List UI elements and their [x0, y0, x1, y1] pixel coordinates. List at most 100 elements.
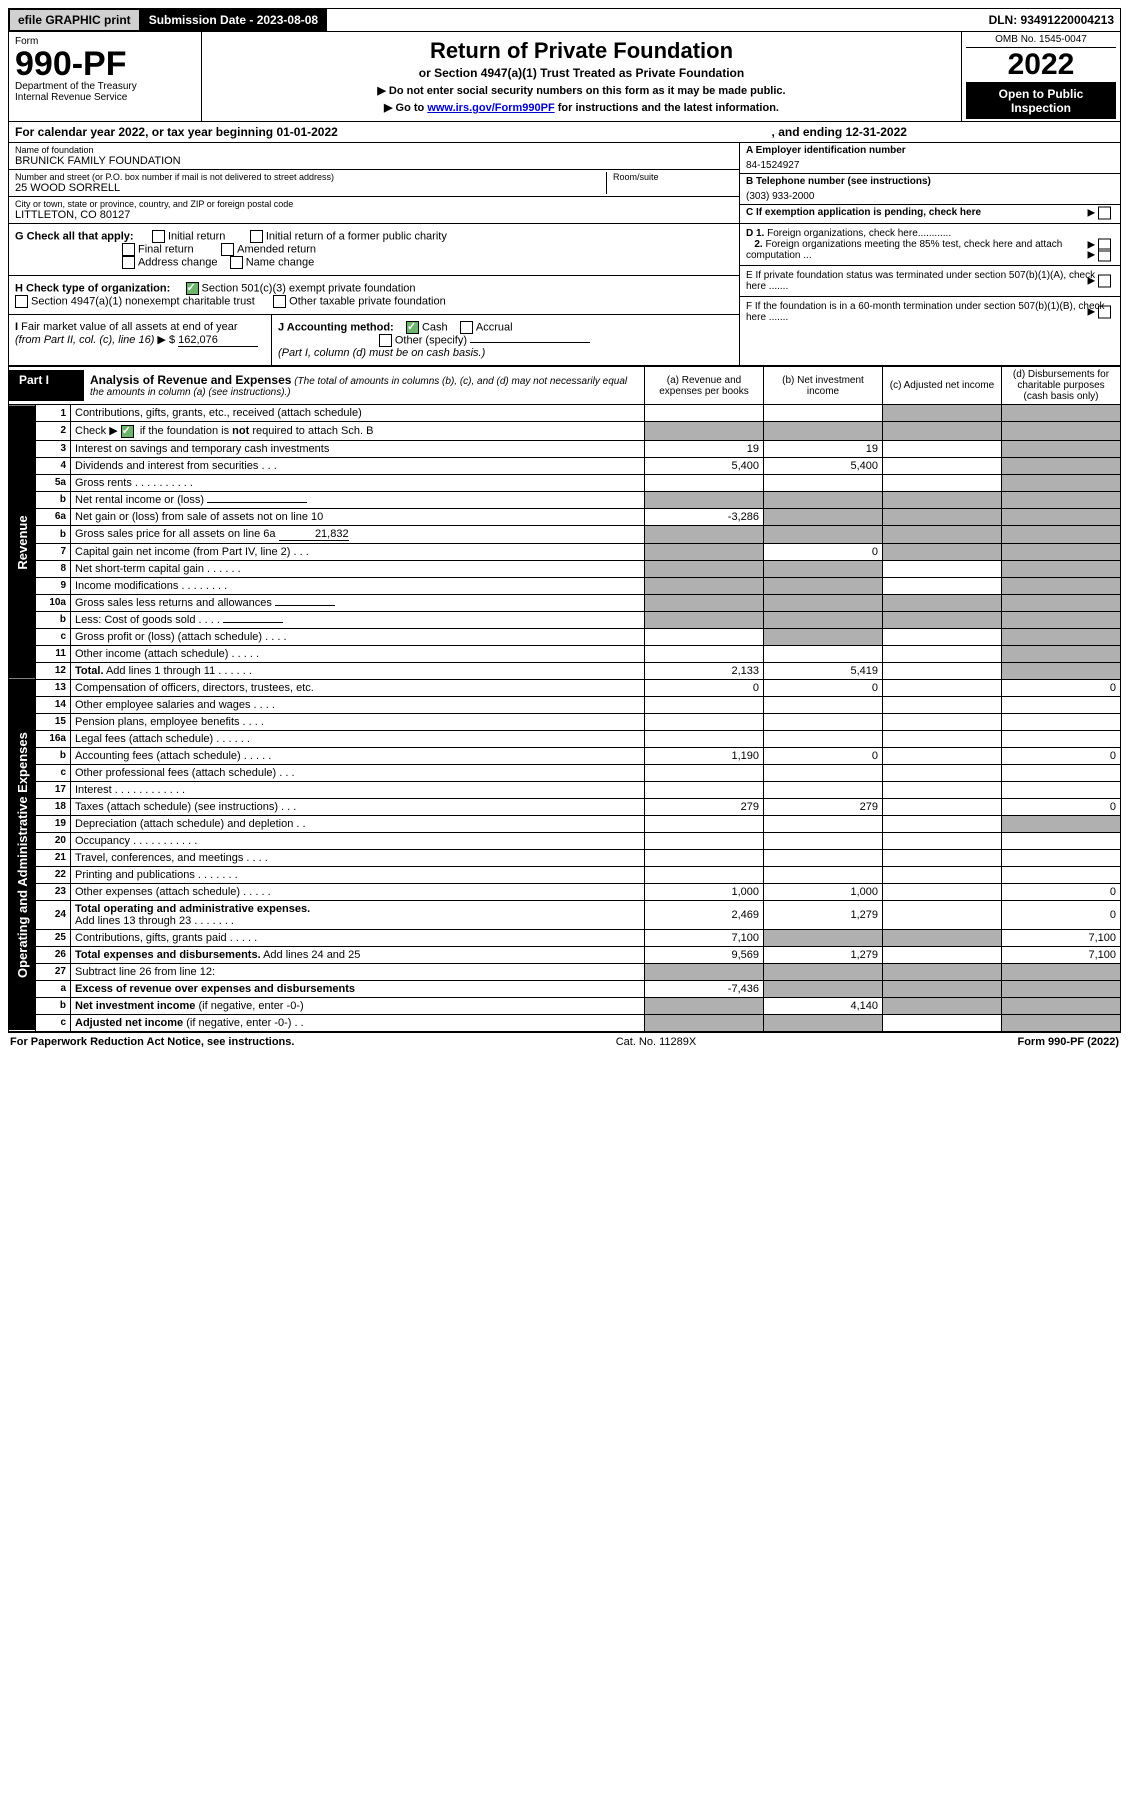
row-num: 27 [36, 963, 71, 980]
h-4947-checkbox[interactable] [15, 295, 28, 308]
cell-value: 19 [764, 440, 883, 457]
tax-year: 2022 [966, 48, 1116, 83]
cell-value [645, 696, 764, 713]
cell-value: 2,469 [645, 900, 764, 929]
row-num: c [36, 764, 71, 781]
cell-value [883, 946, 1002, 963]
j-cash-checkbox[interactable] [406, 321, 419, 334]
cell-value: -3,286 [645, 508, 764, 525]
cell-shaded [1002, 560, 1121, 577]
cell-value [645, 730, 764, 747]
table-row: Operating and Administrative Expenses13C… [9, 679, 1121, 696]
cell-value: 0 [764, 679, 883, 696]
cell-shaded [645, 997, 764, 1014]
h-other-checkbox[interactable] [273, 295, 286, 308]
cell-shaded [1002, 508, 1121, 525]
cell-shaded [883, 611, 1002, 628]
row-num: 7 [36, 543, 71, 560]
cell-value [883, 645, 1002, 662]
cell-shaded [1002, 440, 1121, 457]
j-accrual: Accrual [476, 321, 513, 333]
cell-shaded [883, 422, 1002, 441]
row-num: 21 [36, 849, 71, 866]
info-right-col: A Employer identification number 84-1524… [739, 143, 1120, 223]
cell-value: 0 [764, 747, 883, 764]
note2-post: for instructions and the latest informat… [555, 102, 779, 114]
checks-right: D 1. Foreign organizations, check here..… [740, 224, 1120, 365]
efile-print-button[interactable]: efile GRAPHIC print [9, 9, 140, 31]
cell-value [883, 713, 1002, 730]
row-num: 2 [36, 422, 71, 441]
g-final-return-checkbox[interactable] [122, 243, 135, 256]
cell-shaded [764, 611, 883, 628]
row-desc: Total operating and administrative expen… [71, 900, 645, 929]
cell-value [1002, 832, 1121, 849]
cell-shaded [764, 508, 883, 525]
g-former-charity-checkbox[interactable] [250, 230, 263, 243]
f-checkbox[interactable] [1098, 306, 1111, 319]
form-title: Return of Private Foundation [210, 38, 953, 64]
g-name-change-checkbox[interactable] [230, 256, 243, 269]
form-header: Form 990-PF Department of the Treasury I… [8, 32, 1121, 122]
d2-checkbox[interactable] [1098, 248, 1111, 261]
cell-value [645, 645, 764, 662]
j-accrual-checkbox[interactable] [460, 321, 473, 334]
e-checkbox[interactable] [1098, 275, 1111, 288]
row-num: 8 [36, 560, 71, 577]
cell-value: 0 [764, 543, 883, 560]
row-desc: Contributions, gifts, grants, etc., rece… [71, 405, 645, 422]
row-num: 9 [36, 577, 71, 594]
col-d-header: (d) Disbursements for charitable purpose… [1002, 367, 1121, 405]
cell-shaded [764, 1014, 883, 1031]
row-num: b [36, 747, 71, 764]
j-note: (Part I, column (d) must be on cash basi… [278, 347, 485, 359]
ein-label: A Employer identification number [746, 145, 1114, 156]
cell-value [883, 1014, 1002, 1031]
g-opt-2: Address change [138, 256, 218, 268]
cell-value [883, 781, 1002, 798]
cell-value: 0 [1002, 883, 1121, 900]
cell-shaded [645, 594, 764, 611]
cell-shaded [645, 543, 764, 560]
table-row: bNet investment income (if negative, ent… [9, 997, 1121, 1014]
f-text: F If the foundation is in a 60-month ter… [746, 301, 1105, 323]
cell-shaded [1002, 662, 1121, 679]
cell-shaded [883, 491, 1002, 508]
note2-pre: ▶ Go to [384, 102, 427, 114]
cell-shaded [645, 525, 764, 543]
cell-value: 5,400 [764, 457, 883, 474]
j-other: Other (specify) [395, 334, 467, 346]
g-address-change-checkbox[interactable] [122, 256, 135, 269]
phone-cell: B Telephone number (see instructions) (3… [740, 174, 1120, 205]
h-501c3-checkbox[interactable] [186, 282, 199, 295]
cell-shaded [883, 594, 1002, 611]
form990pf-link[interactable]: www.irs.gov/Form990PF [427, 102, 554, 114]
row-num: b [36, 997, 71, 1014]
cell-value [764, 474, 883, 491]
table-row: 27Subtract line 26 from line 12: [9, 963, 1121, 980]
cell-value [764, 849, 883, 866]
cell-value [883, 696, 1002, 713]
cell-value [764, 815, 883, 832]
cell-value [883, 474, 1002, 491]
g-amended-checkbox[interactable] [221, 243, 234, 256]
row-num: 13 [36, 679, 71, 696]
cell-value: 1,000 [645, 883, 764, 900]
cell-value [883, 764, 1002, 781]
cell-shaded [764, 594, 883, 611]
row-desc: Excess of revenue over expenses and disb… [71, 980, 645, 997]
col-c-header: (c) Adjusted net income [883, 367, 1002, 405]
cell-value [764, 832, 883, 849]
j-other-checkbox[interactable] [379, 334, 392, 347]
cell-shaded [1002, 611, 1121, 628]
exemption-checkbox[interactable] [1098, 206, 1111, 219]
g-initial-return-checkbox[interactable] [152, 230, 165, 243]
exemption-pending-cell: C If exemption application is pending, c… [740, 205, 1120, 220]
cell-value: 1,000 [764, 883, 883, 900]
schb-checkbox[interactable] [121, 425, 134, 438]
cell-shaded [764, 963, 883, 980]
g-opt-0: Initial return [168, 230, 225, 242]
street-address: 25 WOOD SORRELL [15, 182, 600, 194]
part1-title-text: Analysis of Revenue and Expenses [90, 373, 291, 387]
table-row: bGross sales price for all assets on lin… [9, 525, 1121, 543]
